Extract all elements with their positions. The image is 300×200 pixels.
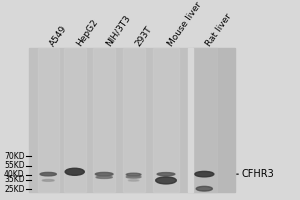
Text: Mouse liver: Mouse liver: [166, 0, 203, 48]
Ellipse shape: [196, 186, 212, 191]
Text: CFHR3: CFHR3: [242, 169, 274, 179]
Ellipse shape: [195, 171, 214, 177]
Bar: [192, 48, 217, 192]
Text: HepG2: HepG2: [75, 18, 100, 48]
Ellipse shape: [126, 173, 141, 176]
Bar: [29, 48, 193, 192]
Bar: [188, 48, 193, 192]
Text: 55KD: 55KD: [4, 161, 25, 170]
Ellipse shape: [96, 176, 112, 178]
Text: 70KD: 70KD: [4, 152, 25, 161]
Text: 25KD: 25KD: [4, 185, 25, 194]
Ellipse shape: [65, 168, 84, 175]
Ellipse shape: [157, 173, 175, 176]
Bar: [153, 48, 179, 192]
Bar: [38, 48, 58, 192]
Text: A549: A549: [48, 24, 69, 48]
Text: 35KD: 35KD: [4, 175, 25, 184]
Text: 40KD: 40KD: [4, 170, 25, 179]
Bar: [193, 48, 235, 192]
Ellipse shape: [95, 172, 113, 176]
Text: Rat liver: Rat liver: [204, 12, 233, 48]
Bar: [93, 48, 115, 192]
Ellipse shape: [156, 177, 176, 184]
Ellipse shape: [126, 176, 141, 178]
Ellipse shape: [42, 179, 54, 181]
Text: 293T: 293T: [134, 24, 154, 48]
Bar: [64, 48, 86, 192]
Ellipse shape: [128, 180, 139, 181]
Bar: [123, 48, 145, 192]
Text: NIH/3T3: NIH/3T3: [104, 13, 132, 48]
Ellipse shape: [40, 172, 56, 176]
